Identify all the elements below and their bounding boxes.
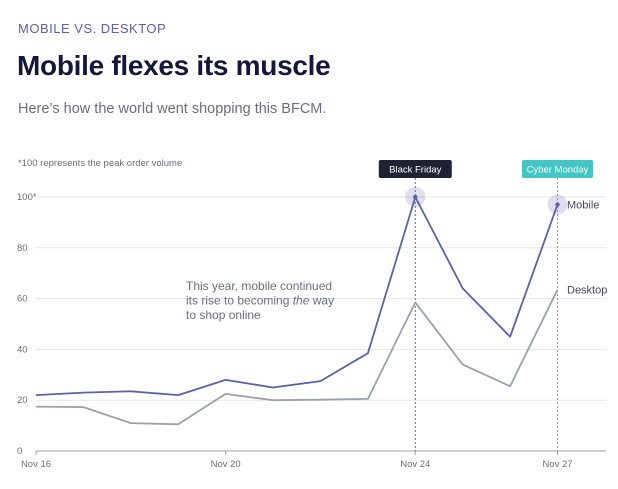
annotation-line-2: its rise to becoming the way	[186, 294, 334, 308]
chart-title: Mobile flexes its muscle	[17, 50, 331, 81]
annotation-line-3: to shop online	[186, 308, 261, 322]
mobile-point	[461, 287, 464, 290]
annotation-line-1: This year, mobile continued	[186, 279, 332, 293]
desktop-point	[319, 398, 322, 401]
annotation-emphasis: the	[293, 294, 310, 308]
mobile-point	[319, 380, 322, 383]
desktop-point	[461, 363, 464, 366]
desktop-point	[177, 423, 180, 426]
desktop-point	[366, 398, 369, 401]
desktop-line	[35, 289, 559, 426]
mobile-point	[177, 394, 180, 397]
mobile-point	[366, 352, 369, 355]
x-tick-label: Nov 27	[542, 459, 572, 470]
desktop-point	[82, 406, 85, 409]
desktop-point	[272, 399, 275, 402]
grid-lines	[36, 196, 606, 452]
chart-annotation: This year, mobile continued its rise to …	[186, 279, 334, 322]
desktop-point	[129, 422, 132, 425]
y-tick-label: 100*	[17, 192, 37, 203]
mobile-point	[129, 390, 132, 393]
x-tick-label: Nov 16	[21, 459, 51, 470]
desktop-point	[556, 288, 559, 291]
x-tick-label: Nov 24	[400, 459, 430, 470]
x-tick-label: Nov 20	[211, 459, 241, 470]
annotation-line-2-end: way	[309, 294, 334, 308]
peak-dot	[555, 202, 560, 207]
mobile-point	[224, 378, 227, 381]
cyber-monday-tag-label: Cyber Monday	[527, 165, 589, 176]
desktop-point	[414, 301, 417, 304]
mobile-series-label: Mobile	[567, 200, 599, 212]
event-markers: Black Friday Cyber Monday	[378, 160, 593, 451]
mobile-point	[509, 335, 512, 338]
desktop-point	[224, 392, 227, 395]
chart-subtitle: Here’s how the world went shopping this …	[18, 101, 327, 117]
peak-dot	[413, 194, 418, 200]
cyber-monday-tag	[522, 160, 593, 178]
mobile-point	[35, 394, 38, 397]
mobile-line	[35, 196, 559, 397]
y-tick-label: 0	[17, 446, 22, 457]
y-tick-label: 20	[17, 395, 28, 406]
chart-note: *100 represents the peak order volume	[18, 158, 182, 169]
desktop-series-label: Desktop	[567, 285, 607, 297]
y-tick-label: 60	[17, 294, 28, 305]
desktop-point	[35, 405, 38, 408]
black-friday-tag-label: Black Friday	[389, 165, 442, 176]
y-axis-ticks: 0 20 40 60 80 100*	[17, 192, 37, 457]
eyebrow-label: MOBILE VS. DESKTOP	[18, 21, 167, 36]
black-friday-tag	[378, 160, 452, 178]
mobile-point	[272, 386, 275, 389]
annotation-line-2-start: its rise to becoming	[186, 294, 293, 308]
series-lines: Mobile Desktop	[35, 187, 607, 426]
x-axis-ticks: Nov 16 Nov 20 Nov 24 Nov 27	[21, 451, 573, 470]
y-tick-label: 80	[17, 243, 28, 254]
mobile-point	[82, 391, 85, 394]
desktop-point	[509, 385, 512, 388]
y-tick-label: 40	[17, 344, 28, 355]
